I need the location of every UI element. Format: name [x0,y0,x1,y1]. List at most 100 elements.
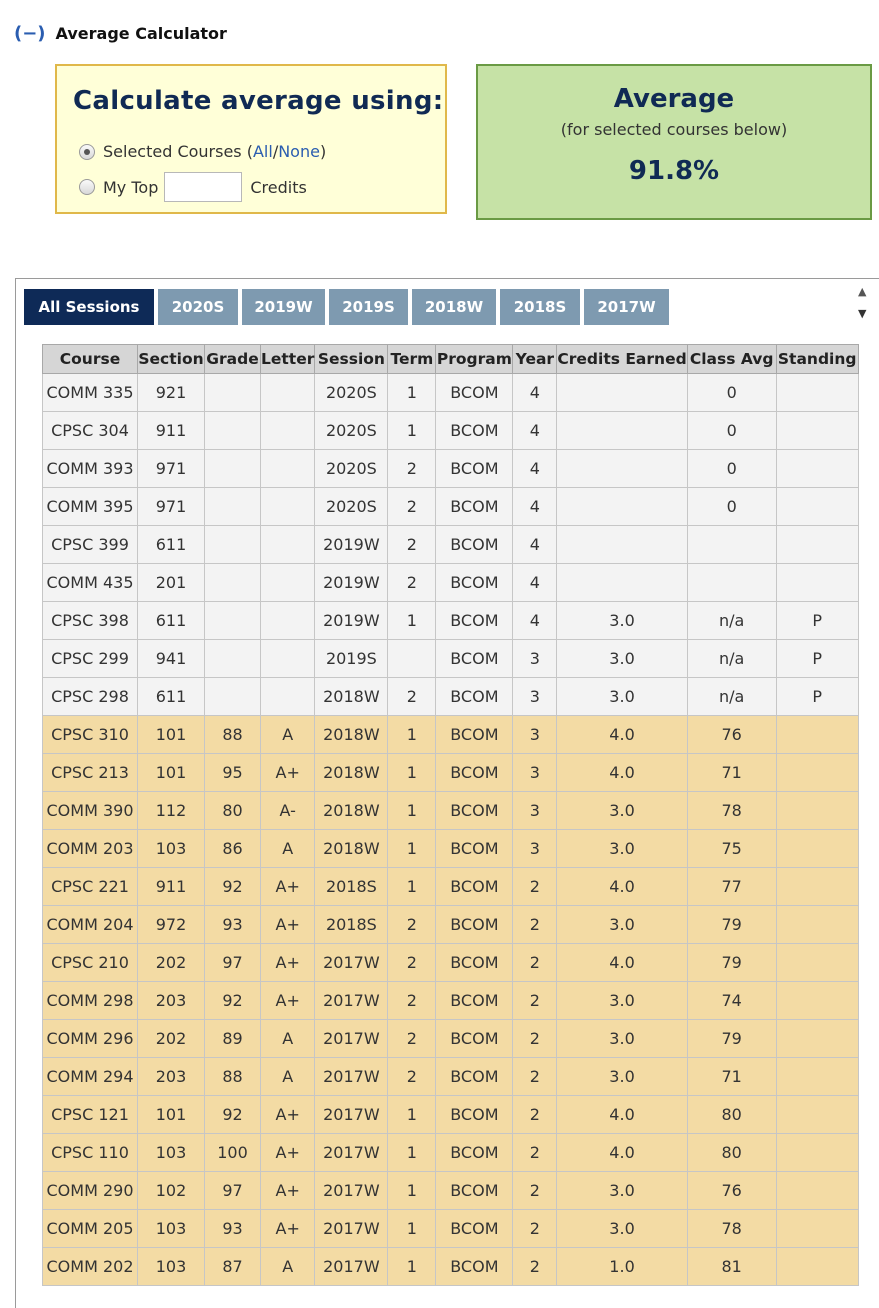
table-cell: BCOM [435,905,514,944]
column-header[interactable]: Course [42,344,138,374]
table-cell: BCOM [435,639,514,678]
table-row[interactable]: COMM 390 112 80 A- 2018W 1 BCOM 3 3.0 78 [42,791,859,830]
table-cell: CPSC 221 [42,867,138,906]
column-header[interactable]: Year [512,344,558,374]
table-cell: 2 [387,981,437,1020]
table-cell [686,525,777,564]
table-cell: P [775,601,859,640]
table-cell: 3.0 [556,1057,688,1096]
table-cell: 1 [387,373,437,412]
table-row[interactable]: COMM 294 203 88 A 2017W 2 BCOM 2 3.0 71 [42,1057,859,1096]
column-header[interactable]: Grade [204,344,261,374]
table-cell: BCOM [435,715,514,754]
column-header[interactable]: Section [137,344,205,374]
table-cell: BCOM [435,1095,514,1134]
table-cell: 97 [204,943,261,982]
tab-all-sessions[interactable]: All Sessions [24,289,154,325]
table-cell: COMM 203 [42,829,138,868]
table-cell: 1 [387,791,437,830]
tab-2018w[interactable]: 2018W [412,289,496,325]
scroll-up-arrow-icon[interactable]: ▲ [858,285,867,298]
grades-panel: All Sessions 2020S 2019W 2019S 2018W 201… [15,278,879,1308]
tab-2019w[interactable]: 2019W [242,289,325,325]
column-header[interactable]: Session [314,344,389,374]
table-cell: 88 [204,715,261,754]
table-cell: BCOM [435,487,514,526]
table-cell: 3 [512,715,558,754]
table-row[interactable]: CPSC 213 101 95 A+ 2018W 1 BCOM 3 4.0 71 [42,753,859,792]
table-cell: 3 [512,791,558,830]
table-cell: 3 [512,829,558,868]
table-row[interactable]: CPSC 221 911 92 A+ 2018S 1 BCOM 2 4.0 77 [42,867,859,906]
table-cell: 75 [686,829,777,868]
table-cell: 93 [204,905,261,944]
session-tabs: All Sessions 2020S 2019W 2019S 2018W 201… [24,289,673,325]
table-cell: CPSC 110 [42,1133,138,1172]
tab-2020s[interactable]: 2020S [158,289,238,325]
table-cell: BCOM [435,601,514,640]
select-none-link[interactable]: None [278,142,320,161]
selected-courses-radio[interactable] [79,143,95,160]
column-header[interactable]: Program [435,344,514,374]
method-title: Calculate average using: [73,86,444,116]
option-close-paren: ) [319,142,327,161]
table-cell: BCOM [435,1133,514,1172]
table-cell: 71 [686,753,777,792]
table-header-row: Course Section Grade Letter Session Term Progr… [42,344,859,374]
column-header[interactable]: Credits Earned [556,344,688,374]
table-row[interactable]: COMM 204 972 93 A+ 2018S 2 BCOM 2 3.0 79 [42,905,859,944]
table-row[interactable]: COMM 203 103 86 A 2018W 1 BCOM 3 3.0 75 [42,829,859,868]
collapse-toggle[interactable]: (−) [14,22,46,44]
tab-2017w[interactable]: 2017W [584,289,669,325]
table-row[interactable]: COMM 393 971 2020S 2 BCOM 4 0 [42,449,859,488]
table-row[interactable]: CPSC 121 101 92 A+ 2017W 1 BCOM 2 4.0 80 [42,1095,859,1134]
table-cell [775,791,859,830]
tab-2018s[interactable]: 2018S [500,289,580,325]
table-row[interactable]: COMM 395 971 2020S 2 BCOM 4 0 [42,487,859,526]
table-cell [775,1209,859,1248]
column-header[interactable]: Standing [775,344,859,374]
table-cell [775,1057,859,1096]
table-cell [556,411,688,450]
table-row[interactable]: COMM 298 203 92 A+ 2017W 2 BCOM 2 3.0 74 [42,981,859,1020]
table-cell: BCOM [435,981,514,1020]
table-cell: 2020S [314,411,389,450]
table-row[interactable]: CPSC 298 611 2018W 2 BCOM 3 3.0 n/a P [42,677,859,716]
column-header[interactable]: Class Avg [686,344,777,374]
table-cell: 4 [512,601,558,640]
table-cell: A+ [259,753,316,792]
table-cell: 1 [387,867,437,906]
table-row[interactable]: CPSC 398 611 2019W 1 BCOM 4 3.0 n/a P [42,601,859,640]
table-cell: 4.0 [556,1095,688,1134]
table-cell: 103 [137,829,205,868]
table-row[interactable]: COMM 202 103 87 A 2017W 1 BCOM 2 1.0 81 [42,1247,859,1286]
table-cell: BCOM [435,943,514,982]
table-cell: BCOM [435,1171,514,1210]
column-header[interactable]: Term [387,344,437,374]
table-row[interactable]: CPSC 399 611 2019W 2 BCOM 4 [42,525,859,564]
table-row[interactable]: COMM 435 201 2019W 2 BCOM 4 [42,563,859,602]
table-row[interactable]: COMM 205 103 93 A+ 2017W 1 BCOM 2 3.0 78 [42,1209,859,1248]
table-cell: CPSC 210 [42,943,138,982]
table-row[interactable]: CPSC 299 941 2019S BCOM 3 3.0 n/a P [42,639,859,678]
tab-2019s[interactable]: 2019S [329,289,408,325]
table-cell: 2 [512,943,558,982]
table-cell: 3.0 [556,601,688,640]
table-row[interactable]: CPSC 304 911 2020S 1 BCOM 4 0 [42,411,859,450]
table-cell: A+ [259,943,316,982]
table-cell: 2 [387,905,437,944]
table-cell: 3 [512,639,558,678]
table-row[interactable]: COMM 290 102 97 A+ 2017W 1 BCOM 2 3.0 76 [42,1171,859,1210]
select-all-link[interactable]: All [252,142,273,161]
top-credits-input[interactable] [164,172,243,202]
scroll-down-arrow-icon[interactable]: ▼ [858,307,867,320]
table-cell: 78 [686,1209,777,1248]
table-row[interactable]: COMM 335 921 2020S 1 BCOM 4 0 [42,373,859,412]
table-row[interactable]: COMM 296 202 89 A 2017W 2 BCOM 2 3.0 79 [42,1019,859,1058]
top-credits-radio[interactable] [79,179,95,195]
table-row[interactable]: CPSC 310 101 88 A 2018W 1 BCOM 3 4.0 76 [42,715,859,754]
table-row[interactable]: CPSC 210 202 97 A+ 2017W 2 BCOM 2 4.0 79 [42,943,859,982]
table-row[interactable]: CPSC 110 103 100 A+ 2017W 1 BCOM 2 4.0 80 [42,1133,859,1172]
table-cell [556,525,688,564]
column-header[interactable]: Letter [259,344,316,374]
